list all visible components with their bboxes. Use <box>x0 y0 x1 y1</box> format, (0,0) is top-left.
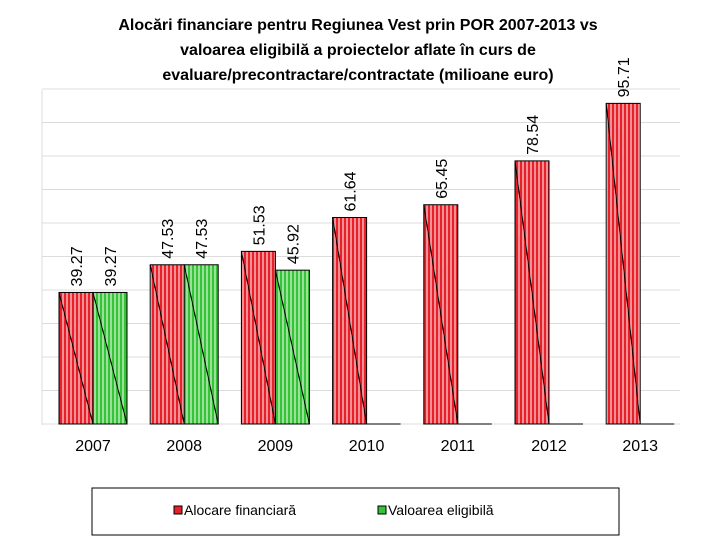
chart-title-line: Alocări financiare pentru Regiunea Vest … <box>118 17 597 34</box>
bar-diagonal <box>183 264 219 425</box>
x-tick-label: 2011 <box>441 438 476 455</box>
legend-label: Alocare financiară <box>184 502 296 518</box>
chart-title-line: evaluare/precontractare/contractate (mil… <box>162 67 553 84</box>
x-tick-label: 2008 <box>166 438 202 455</box>
data-label: 39.27 <box>69 246 86 286</box>
legend-box <box>91 487 620 536</box>
chart-title-line: valoarea eligibilă a proiectelor aflate … <box>180 42 536 59</box>
data-label: 47.53 <box>160 219 177 259</box>
data-label: 78.54 <box>525 115 542 155</box>
data-label: 95.71 <box>616 57 633 97</box>
legend-swatch <box>377 505 387 515</box>
data-label: 65.45 <box>434 159 451 199</box>
x-tick-label: 2009 <box>258 438 294 455</box>
x-tick-label: 2012 <box>531 438 567 455</box>
bar-diagonal <box>58 292 94 425</box>
x-tick-label: 2007 <box>75 438 111 455</box>
bar-diagonal <box>514 160 550 425</box>
legend: Alocare financiară Valoarea eligibilă <box>91 487 620 536</box>
data-labels: 39.27 39.27 47.53 47.53 51.53 45.92 61.64 65.45… <box>69 57 633 286</box>
bar-diagonal <box>149 264 185 425</box>
legend-swatch <box>173 505 183 515</box>
chart-title: Alocări financiare pentru Regiunea Vest … <box>118 17 597 84</box>
data-label: 45.92 <box>285 224 302 264</box>
x-tick-label: 2013 <box>622 438 658 455</box>
bar-diagonal <box>605 103 641 425</box>
data-label: 47.53 <box>194 219 211 259</box>
data-label: 61.64 <box>343 171 360 211</box>
data-label: 39.27 <box>103 246 120 286</box>
bar-diagonal <box>332 217 368 425</box>
bar-diagonal <box>423 204 459 425</box>
bar-diagonal <box>240 251 276 425</box>
bars <box>58 102 675 425</box>
legend-label: Valoarea eligibilă <box>388 502 494 518</box>
data-label: 51.53 <box>251 205 268 245</box>
x-tick-label: 2010 <box>349 438 385 455</box>
bar-diagonal <box>274 270 310 425</box>
bar-diagonal <box>92 292 128 425</box>
x-axis-tick-labels: 2007 2008 2009 2010 2011 2012 2013 <box>75 438 658 455</box>
